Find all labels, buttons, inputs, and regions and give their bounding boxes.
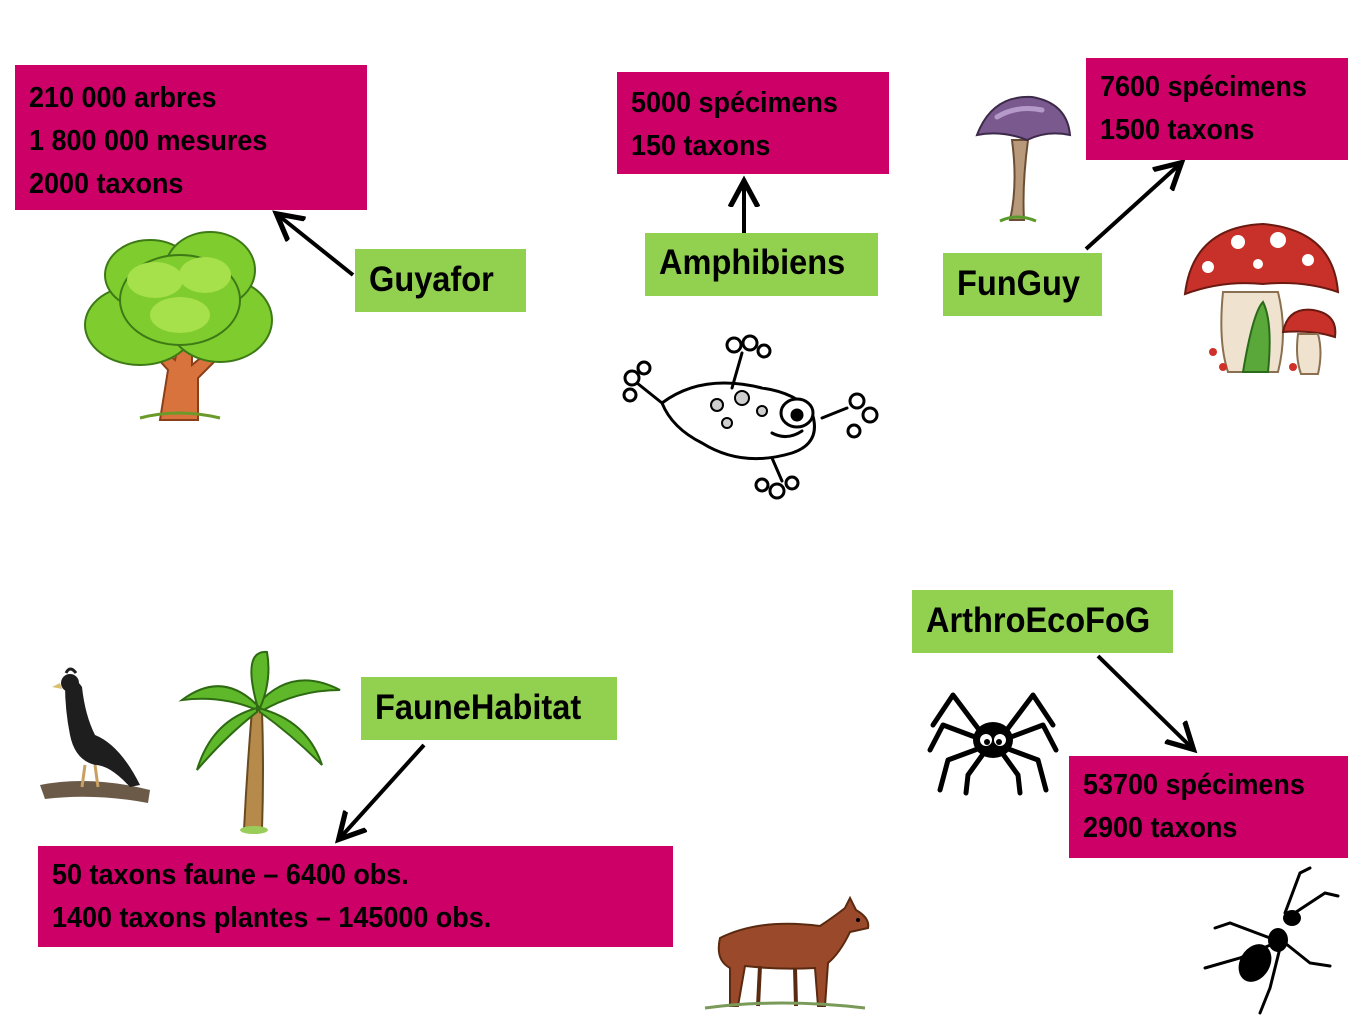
guyafor-stat-2: 1 800 000 mesures — [29, 125, 268, 157]
guyafor-stats-box: 210 000 arbres 1 800 000 mesures 2000 ta… — [15, 65, 367, 210]
arthroecofog-stat-2: 2900 taxons — [1083, 812, 1238, 844]
amphibiens-stat-1: 5000 spécimens — [631, 87, 838, 119]
funguy-label-box: FunGuy — [943, 253, 1102, 316]
arthroecofog-stat-1: 53700 spécimens — [1083, 769, 1305, 801]
arthroecofog-label: ArthroEcoFoG — [926, 601, 1151, 640]
arthroecofog-label-box: ArthroEcoFoG — [912, 590, 1173, 653]
tree-icon — [84, 231, 273, 421]
funguy-stat-2: 1500 taxons — [1100, 114, 1255, 146]
faunehabitat-label: FauneHabitat — [375, 688, 582, 727]
faunehabitat-stat-1: 50 taxons faune – 6400 obs. — [52, 859, 409, 891]
palm-tree-icon — [178, 650, 341, 834]
spider-icon — [927, 692, 1059, 796]
guyafor-label-box: Guyafor — [355, 249, 526, 312]
faunehabitat-label-box: FauneHabitat — [361, 677, 617, 740]
deer-icon — [704, 895, 870, 1010]
amphibiens-stat-2: 150 taxons — [631, 130, 771, 162]
arrow-arthroecofog — [1096, 654, 1192, 748]
funguy-label: FunGuy — [957, 264, 1080, 303]
funguy-stats-box: 7600 spécimens 1500 taxons — [1086, 58, 1348, 160]
arrow-faunehabitat — [340, 743, 426, 838]
frog-icon — [622, 334, 879, 500]
guyafor-stat-1: 210 000 arbres — [29, 82, 217, 114]
bird-icon — [40, 667, 150, 803]
faunehabitat-stat-2: 1400 taxons plantes – 145000 obs. — [52, 902, 492, 934]
arthroecofog-stats-box: 53700 spécimens 2900 taxons — [1069, 756, 1348, 858]
amphibiens-label: Amphibiens — [659, 243, 846, 282]
guyafor-label: Guyafor — [369, 260, 494, 299]
guyafor-stat-3: 2000 taxons — [29, 168, 184, 200]
purple-mushroom-icon — [975, 95, 1072, 223]
arrow-guyafor — [278, 215, 355, 277]
funguy-stat-1: 7600 spécimens — [1100, 71, 1307, 103]
faunehabitat-stats-box: 50 taxons faune – 6400 obs. 1400 taxons … — [38, 846, 673, 947]
amphibiens-stats-box: 5000 spécimens 150 taxons — [617, 72, 889, 174]
arrow-funguy — [1084, 164, 1180, 251]
ant-icon — [1203, 866, 1340, 1015]
red-mushrooms-icon — [1183, 222, 1340, 375]
amphibiens-label-box: Amphibiens — [645, 233, 878, 296]
